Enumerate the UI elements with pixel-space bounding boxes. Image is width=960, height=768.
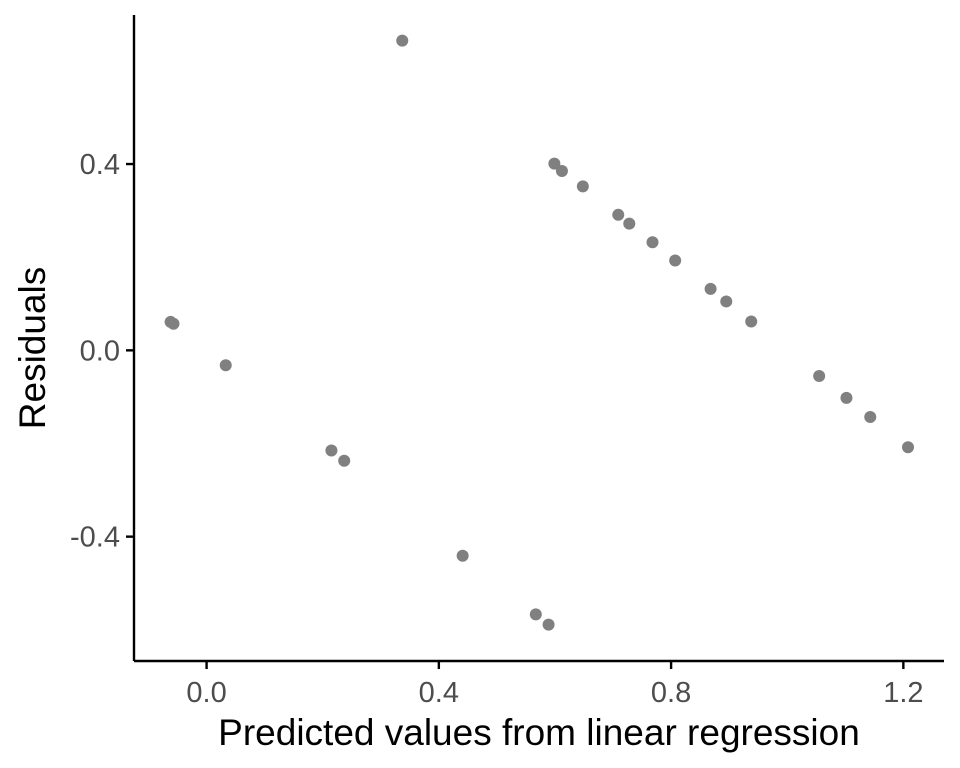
x-tick-label: 0.8 [651,677,691,709]
data-point [840,391,853,404]
x-tick-label: 1.2 [883,677,923,709]
y-tick-label: -0.4 [70,522,120,554]
data-point [646,236,659,249]
data-point [704,282,717,295]
data-point [669,254,682,267]
x-tick-label: 0.0 [186,677,226,709]
data-point [576,180,589,193]
data-point [456,549,469,562]
data-point [902,441,914,454]
data-point [623,217,636,230]
data-point [555,165,568,178]
axes [132,15,944,663]
data-point [720,295,733,308]
data-point [612,208,625,221]
data-point [219,359,232,372]
data-points [164,34,914,631]
data-point [338,454,351,467]
y-tick-label: 0.0 [80,335,120,367]
data-point [864,410,877,423]
data-point [813,369,826,382]
data-point [167,317,180,330]
x-axis-title: Predicted values from linear regression [218,712,860,753]
data-point [529,608,542,621]
data-point [548,157,561,170]
y-tick-label: 0.4 [80,149,120,181]
data-point [542,618,555,631]
y-axis-ticks: -0.4 0.0 0.4 [70,149,134,554]
data-point [745,315,758,328]
x-tick-label: 0.4 [419,677,459,709]
y-axis-title: Residuals [12,267,53,429]
data-point [325,444,338,457]
x-axis-ticks: 0.0 0.4 0.8 1.2 [186,661,924,709]
data-point [396,34,409,47]
